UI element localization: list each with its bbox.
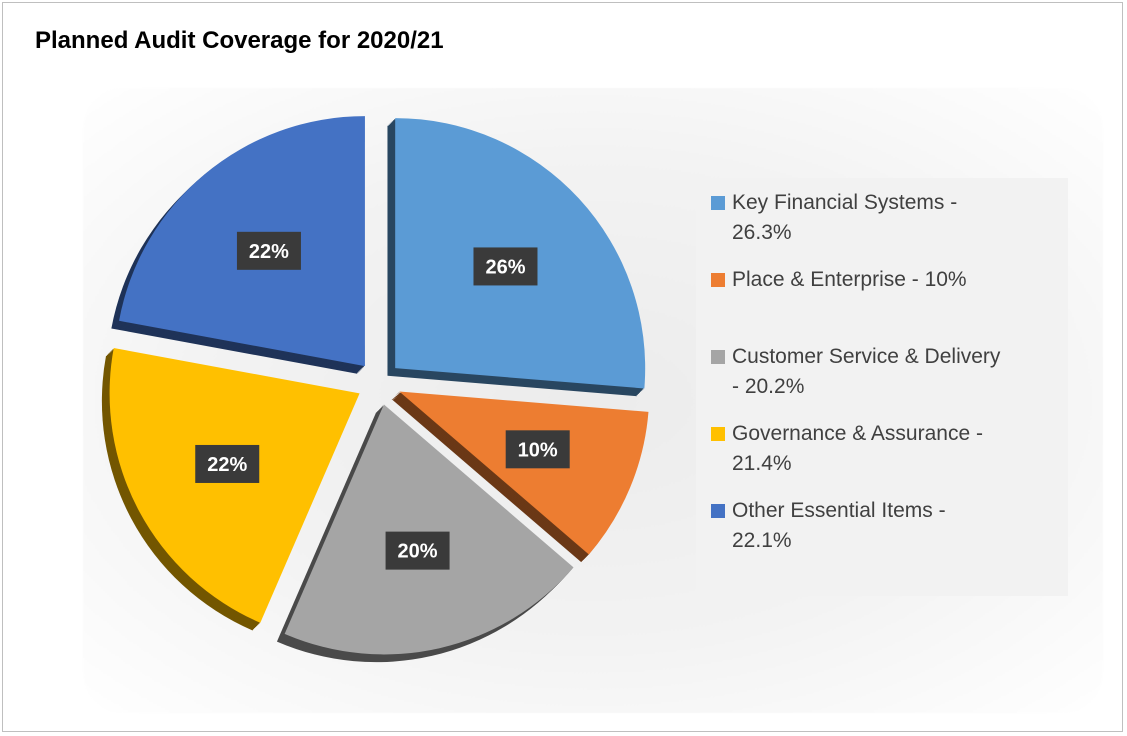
legend-swatch — [711, 273, 725, 287]
legend-item-key-financial-systems: Key Financial Systems - 26.3% — [696, 188, 1068, 248]
chart-legend: Key Financial Systems - 26.3% Place & En… — [696, 178, 1068, 596]
chart-title: Planned Audit Coverage for 2020/21 — [35, 27, 444, 54]
legend-label: Place & Enterprise - 10% — [732, 268, 967, 291]
legend-item-other-essential-items: Other Essential Items - 22.1% — [696, 496, 1068, 556]
legend-item-governance-assurance: Governance & Assurance - 21.4% — [696, 419, 1068, 479]
data-label-place-enterprise: 10% — [518, 439, 558, 461]
legend-value: - 20.2% — [732, 375, 805, 398]
legend-label: Customer Service & Delivery — [732, 345, 1001, 368]
data-label-governance-assurance: 22% — [207, 454, 247, 476]
legend-label: Other Essential Items - — [732, 499, 946, 522]
pie-slice-place-enterprise — [399, 391, 649, 555]
pie-slice-governance-assurance — [109, 348, 360, 623]
legend-item-customer-service-delivery: Customer Service & Delivery - 20.2% — [696, 342, 1068, 402]
data-label-box-governance-assurance — [195, 444, 260, 483]
legend-swatch — [711, 196, 725, 210]
data-label-box-other-essential-items — [236, 231, 301, 270]
data-label-other-essential-items: 22% — [249, 241, 289, 263]
data-labels-group: 26% 10% 20% 22% 22% — [195, 231, 570, 570]
pie-chart: 26% 10% 20% 22% 22% — [101, 116, 649, 663]
data-label-key-financial-systems: 26% — [485, 256, 525, 278]
legend-value: 21.4% — [732, 452, 792, 475]
data-label-customer-service-delivery: 20% — [398, 541, 438, 563]
pie-slice-customer-service-delivery — [284, 404, 574, 655]
legend-value: 22.1% — [732, 529, 792, 552]
data-label-box-place-enterprise — [505, 430, 570, 469]
legend-swatch — [711, 350, 725, 364]
legend-value: 26.3% — [732, 221, 792, 244]
legend-label: Governance & Assurance - — [732, 422, 983, 445]
data-label-box-customer-service-delivery — [385, 531, 450, 570]
legend-label: Key Financial Systems - — [732, 191, 958, 214]
legend-swatch — [711, 504, 725, 518]
legend-item-place-enterprise: Place & Enterprise - 10% — [696, 265, 1068, 295]
data-label-box-key-financial-systems — [473, 247, 538, 286]
legend-swatch — [711, 427, 725, 441]
